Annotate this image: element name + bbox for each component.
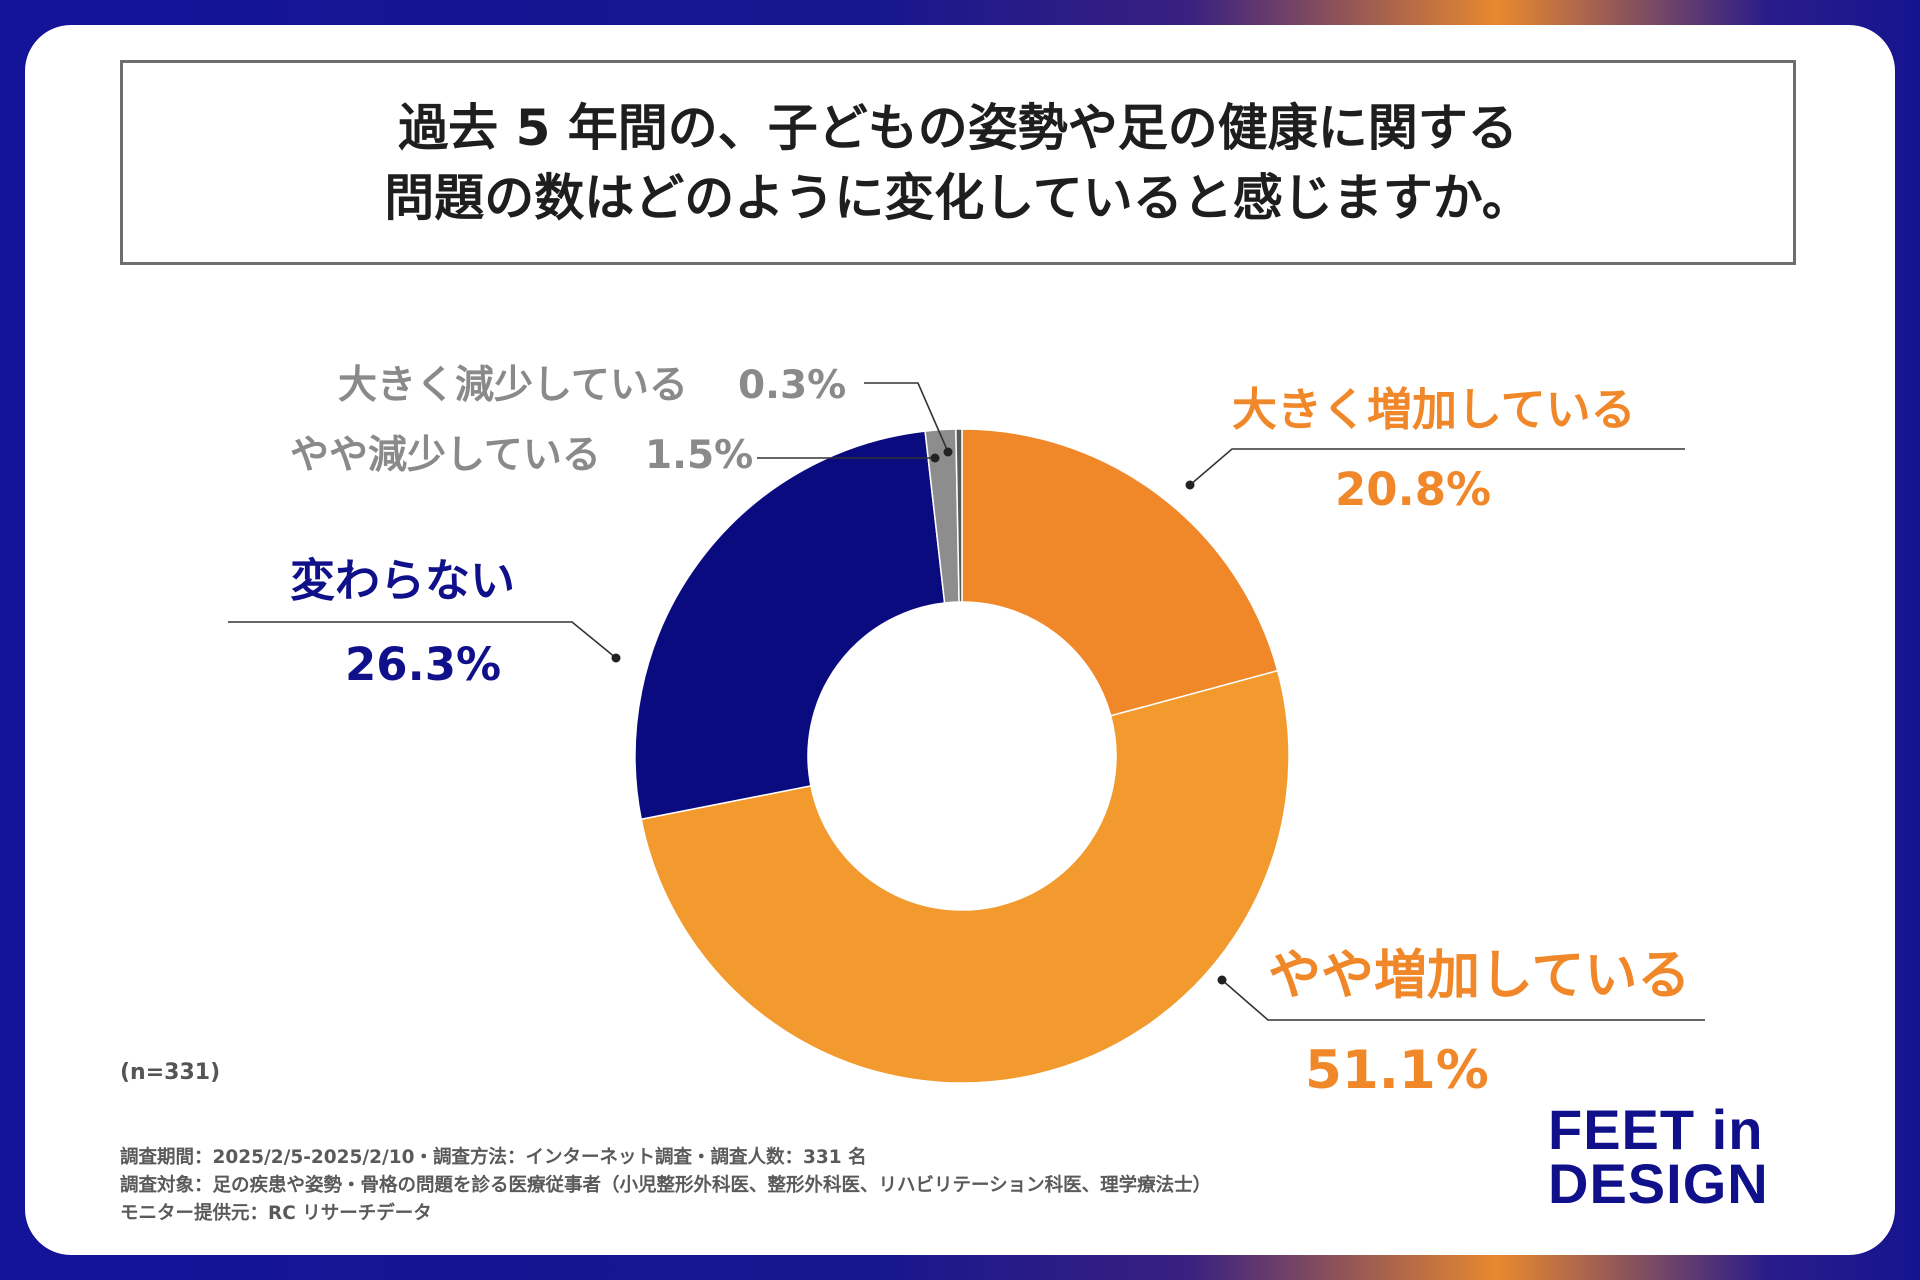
logo-line-2: DESIGN bbox=[1548, 1152, 1769, 1215]
label-category-slight-increase: やや増加している bbox=[1268, 945, 1690, 1006]
leader-unchanged bbox=[228, 621, 617, 659]
title-box: 過去 5 年間の、子どもの姿勢や足の健康に関する 問題の数はどのように変化してい… bbox=[120, 60, 1796, 265]
leader-slight-increase bbox=[1221, 979, 1705, 1021]
logo-line-1: FEET in bbox=[1548, 1098, 1764, 1161]
leader-large-decrease bbox=[864, 382, 949, 453]
label-value-large-increase: 20.8% bbox=[1335, 463, 1491, 516]
label-value-slight-decrease: 1.5% bbox=[645, 433, 753, 478]
title-line-2: 問題の数はどのように変化していると感じますか。 bbox=[384, 168, 1532, 227]
leader-slight-decrease-dot bbox=[930, 453, 940, 463]
slice-large-decrease bbox=[955, 428, 963, 603]
slice-unchanged bbox=[634, 430, 946, 821]
footnote-source: モニター提供元：RC リサーチデータ bbox=[120, 1203, 432, 1224]
label-value-slight-increase: 51.1% bbox=[1305, 1040, 1489, 1101]
leader-lines bbox=[228, 382, 1705, 1021]
leader-unchanged-dot bbox=[611, 653, 621, 663]
label-category-large-increase: 大きく増加している bbox=[1232, 383, 1636, 436]
feet-in-design-logo: FEET in DESIGN bbox=[1548, 1098, 1769, 1215]
label-value-large-decrease: 0.3% bbox=[738, 363, 846, 408]
leader-large-increase-dot bbox=[1185, 480, 1195, 490]
title-line-1: 過去 5 年間の、子どもの姿勢や足の健康に関する bbox=[398, 98, 1518, 157]
leader-slight-increase-dot bbox=[1217, 975, 1227, 985]
leader-large-increase bbox=[1189, 448, 1685, 486]
footnote-period: 調査期間：2025/2/5-2025/2/10・調査方法：インターネット調査・調… bbox=[120, 1147, 867, 1168]
label-category-large-decrease: 大きく減少している bbox=[338, 363, 688, 408]
slices bbox=[634, 428, 1290, 1084]
footnote-target: 調査対象：足の疾患や姿勢・骨格の問題を診る医療従事者（小児整形外科医、整形外科医… bbox=[120, 1175, 1212, 1196]
label-category-slight-decrease: やや減少している bbox=[290, 433, 601, 478]
label-value-unchanged: 26.3% bbox=[345, 638, 501, 691]
slice-slight-increase bbox=[640, 669, 1290, 1084]
sample-size: (n=331) bbox=[120, 1060, 221, 1085]
leader-large-decrease-dot bbox=[943, 447, 953, 457]
label-category-unchanged: 変わらない bbox=[290, 554, 515, 607]
slice-large-increase bbox=[961, 428, 1279, 717]
